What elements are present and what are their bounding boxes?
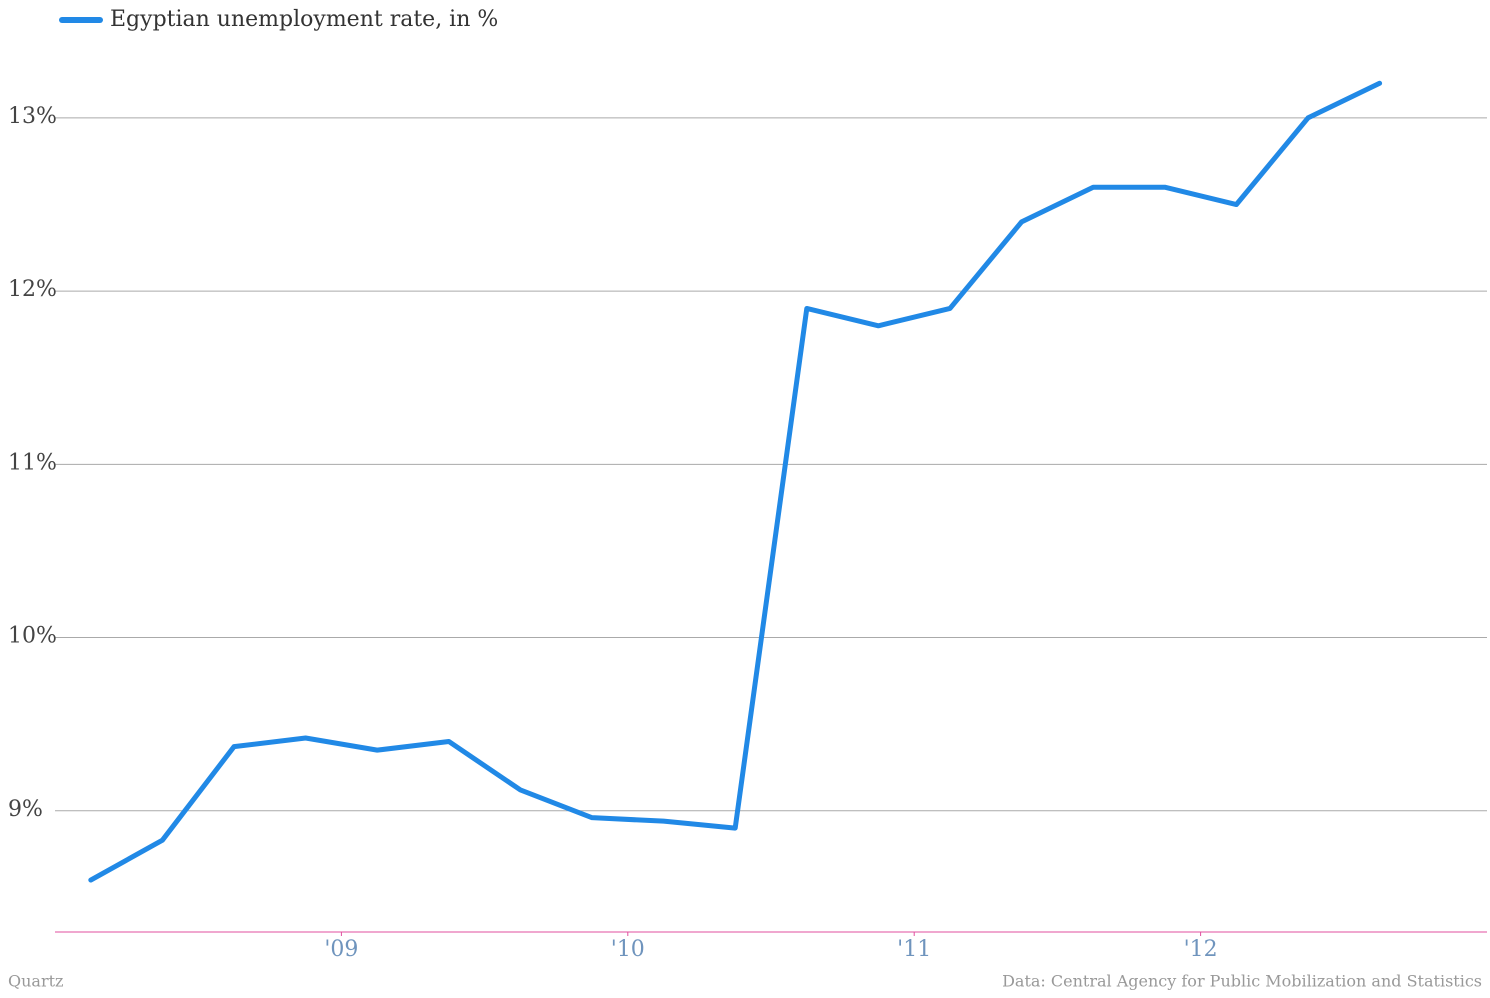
y-tick-label: 10% <box>8 624 57 649</box>
x-tick-label: '10 <box>611 937 645 962</box>
credit: Quartz <box>8 972 63 991</box>
source: Data: Central Agency for Public Mobiliza… <box>1002 972 1482 991</box>
x-tick-label: '09 <box>324 937 358 962</box>
y-tick-label: 11% <box>8 450 57 475</box>
data-line <box>88 80 1383 883</box>
y-tick-label: 13% <box>8 104 57 129</box>
y-tick-label: 9% <box>8 797 43 822</box>
legend-label: Egyptian unemployment rate, in % <box>110 7 498 32</box>
y-tick-label: 12% <box>8 277 57 302</box>
x-tick-label: '12 <box>1184 937 1218 962</box>
x-tick-label: '11 <box>897 937 931 962</box>
